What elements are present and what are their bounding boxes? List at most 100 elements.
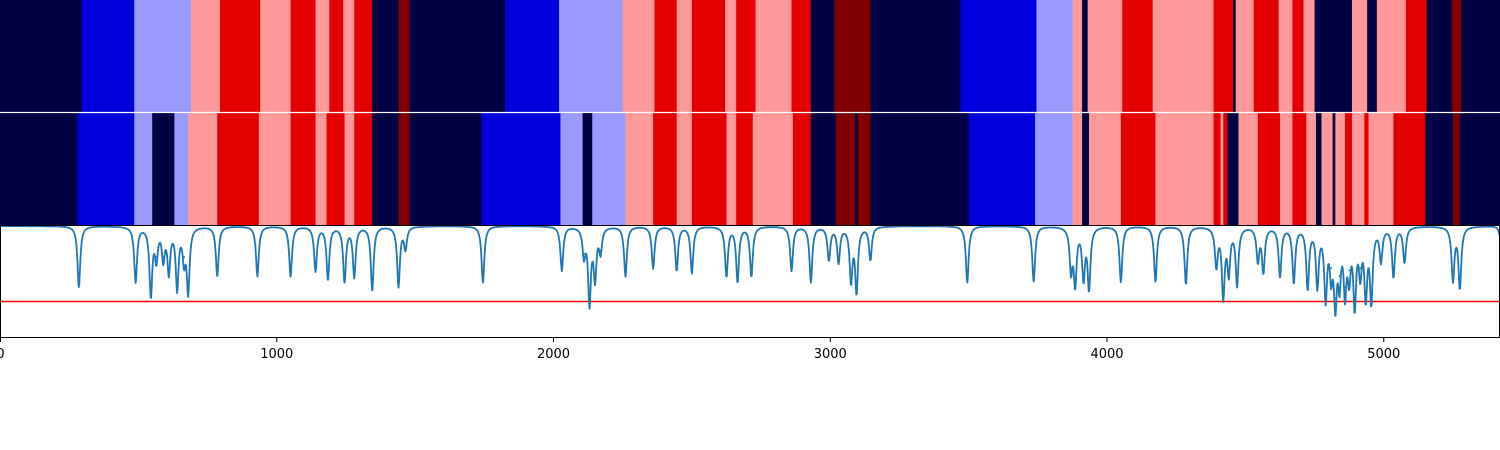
track-segment xyxy=(1253,0,1279,112)
signal-dip-point xyxy=(149,293,152,296)
signal-dip-point xyxy=(1088,286,1090,288)
track-segment xyxy=(1393,113,1426,225)
signal-line-panel xyxy=(0,225,1500,317)
track-segment xyxy=(752,113,794,225)
track-segment xyxy=(1332,113,1336,225)
track-segment xyxy=(1087,0,1123,112)
track-segment xyxy=(188,113,218,225)
track-segment xyxy=(792,113,812,225)
signal-dip-point xyxy=(1292,280,1295,283)
track-segment xyxy=(559,0,624,112)
track-segment xyxy=(1314,0,1353,112)
track-segment xyxy=(1235,0,1255,112)
track-segment xyxy=(810,113,837,225)
signal-dip-point xyxy=(1119,280,1122,283)
track-segment xyxy=(1292,113,1307,225)
track-segment xyxy=(676,0,693,112)
track-segment xyxy=(736,113,754,225)
track-segment xyxy=(1452,113,1461,225)
signal-dip-point xyxy=(77,286,80,288)
signal-dip-point xyxy=(397,285,400,287)
signal-dip-point xyxy=(1353,300,1356,303)
track-segment xyxy=(372,113,399,225)
signal-dip-point xyxy=(1154,280,1157,283)
track-segment xyxy=(592,113,626,225)
track-segment xyxy=(1072,113,1083,225)
signal-dip-point xyxy=(1222,293,1225,296)
signal-dip-point xyxy=(1256,258,1259,261)
track-segment xyxy=(1368,113,1394,225)
track-segment xyxy=(1335,113,1346,225)
signal-dip-point xyxy=(404,247,407,250)
track-segment xyxy=(1120,113,1156,225)
track-segment xyxy=(1082,113,1090,225)
track-segment xyxy=(834,0,871,112)
track-segment xyxy=(835,113,856,225)
track-segment xyxy=(1292,0,1304,112)
track-segment xyxy=(134,113,153,225)
signal-dip-point xyxy=(594,275,596,277)
signal-dip-point xyxy=(1359,267,1362,270)
track-segment xyxy=(1232,0,1237,112)
track-segment xyxy=(1405,0,1428,112)
x-axis: 0 1000 2000 3000 4000 5000 xyxy=(0,338,1400,362)
signal-dip-point xyxy=(675,269,678,272)
signal-dip-point xyxy=(869,258,872,261)
track-segment xyxy=(1238,113,1259,225)
signal-dip-point xyxy=(162,256,165,258)
track-segment xyxy=(217,113,260,225)
track-segment xyxy=(1351,113,1365,225)
track-segment xyxy=(1461,0,1500,112)
signal-dip-point xyxy=(1403,260,1406,263)
signal-dip-point xyxy=(560,269,563,272)
signal-dip-point xyxy=(1344,286,1346,288)
track-segment xyxy=(77,113,135,225)
track-segment xyxy=(1315,113,1322,225)
signal-dip-point xyxy=(809,280,812,283)
track-segment xyxy=(791,0,812,112)
track-segment xyxy=(354,0,373,112)
signal-dip-point xyxy=(1348,269,1351,272)
track-segment xyxy=(1213,0,1234,112)
track-segment xyxy=(1082,0,1089,112)
track-segment xyxy=(960,0,1037,112)
signal-dip-point xyxy=(1458,286,1461,288)
track-segment xyxy=(343,0,355,112)
signal-dip-point xyxy=(183,256,185,258)
signal-dip-point xyxy=(1306,286,1309,288)
signal-dip-point xyxy=(1330,267,1333,270)
track-segment xyxy=(372,0,399,112)
track-segment xyxy=(220,0,261,112)
track-segment xyxy=(329,0,344,112)
track-segment xyxy=(1364,113,1369,225)
track-segment xyxy=(691,113,727,225)
track-segment xyxy=(190,0,221,112)
track-segment xyxy=(755,0,792,112)
x-tick-label: 1000 xyxy=(260,347,293,362)
track-segment xyxy=(1306,113,1317,225)
signal-dip-point xyxy=(588,300,591,303)
signal-dip-point xyxy=(1032,280,1035,283)
track-segment xyxy=(1425,113,1454,225)
track-segment xyxy=(736,0,756,112)
track-segment xyxy=(290,113,316,225)
signal-dip-point xyxy=(1392,275,1395,277)
track-segment xyxy=(1351,0,1368,112)
track-segment xyxy=(152,113,175,225)
signal-dip-point xyxy=(1452,278,1454,281)
track-segment xyxy=(654,0,678,112)
signal-dip-point xyxy=(790,269,793,272)
track-segment xyxy=(653,113,678,225)
track-segment xyxy=(260,0,291,112)
signal-dip-point xyxy=(750,275,753,277)
track-segment xyxy=(354,113,373,225)
track-segment xyxy=(409,113,482,225)
track-segment xyxy=(1459,113,1500,225)
track-segment xyxy=(968,113,1036,225)
track-segment xyxy=(505,0,560,112)
signal-dip-point xyxy=(690,271,693,274)
signal-dip-point xyxy=(1236,282,1238,285)
signal-dip-point xyxy=(599,249,602,252)
signal-dip-point xyxy=(1324,293,1327,296)
